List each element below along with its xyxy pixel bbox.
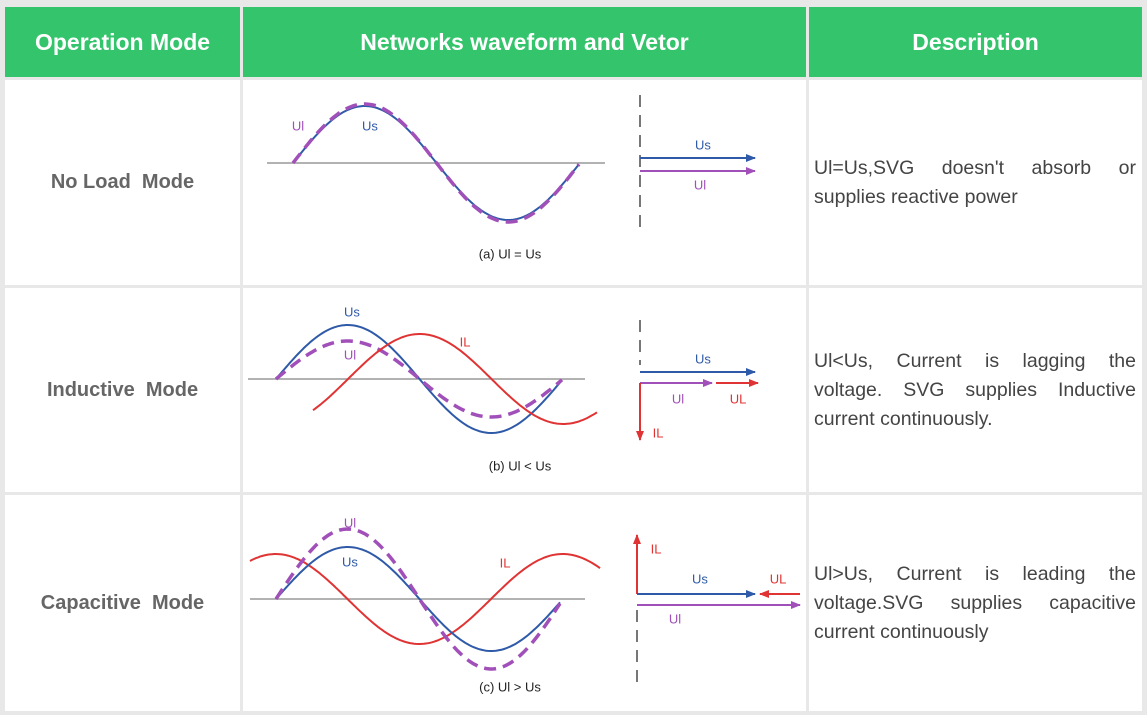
figure-cell xyxy=(243,495,806,711)
description: Ul=Us,SVG doesn't absorb or supplies rea… xyxy=(814,156,1136,208)
description-cell: Ul<Us, Current is lagging the voltage. S… xyxy=(809,288,1142,492)
header-cell: Operation Mode xyxy=(5,7,240,77)
description-cell: Ul=Us,SVG doesn't absorb or supplies rea… xyxy=(809,80,1142,285)
header-cell: Description xyxy=(809,7,1142,77)
figure-cell xyxy=(243,80,806,285)
header-cell: Networks waveform and Vetor xyxy=(243,7,806,77)
description-cell: Ul>Us, Current is leading the voltage.SV… xyxy=(809,495,1142,711)
mode-cell: No Load Mode xyxy=(5,80,240,285)
description: Ul>Us, Current is leading the voltage.SV… xyxy=(814,562,1136,643)
mode-cell: Capacitive Mode xyxy=(5,495,240,711)
figure-cell xyxy=(243,288,806,492)
mode-cell: Inductive Mode xyxy=(5,288,240,492)
description: Ul<Us, Current is lagging the voltage. S… xyxy=(814,349,1136,430)
